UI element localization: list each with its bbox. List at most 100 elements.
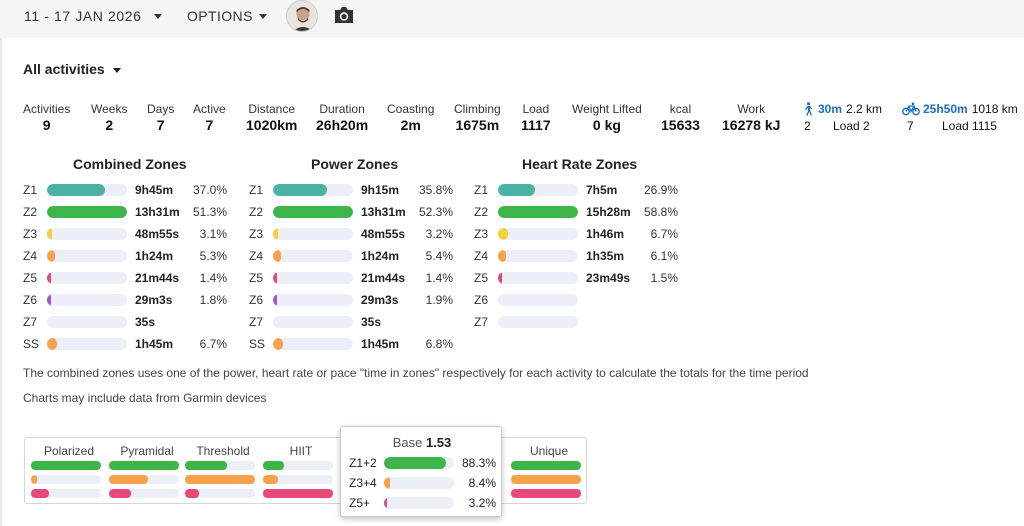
tooltip-score: 1.53 (425, 435, 452, 450)
zone-row: Z2 13h31m 51.3% (23, 203, 233, 221)
tooltip-row-bar-fill (384, 477, 390, 489)
sport-summary-ride[interactable]: 25h50m 1018 km 7 Load 1115 (902, 102, 1018, 133)
zone-time: 15h28m (586, 205, 631, 219)
zone-row: Z2 13h31m 52.3% (249, 203, 459, 221)
zone-percent: 6.7% (199, 337, 227, 351)
zone-percent: 58.8% (643, 205, 678, 219)
zone-bar-fill (273, 184, 327, 196)
stat-distance: Distance 1020km (246, 102, 297, 133)
stat-value: 16278 kJ (722, 117, 781, 133)
distribution-bar (109, 475, 179, 484)
zone-bar (273, 272, 353, 284)
zone-time: 1h45m (135, 337, 174, 351)
distribution-bar (185, 461, 255, 470)
stat-value: 0 kg (592, 117, 621, 133)
sport-count: 7 (907, 119, 914, 133)
zone-row: Z7 35s (249, 313, 459, 331)
avatar[interactable] (286, 0, 318, 32)
distribution-label: Unique (529, 444, 569, 458)
zone-time: 48m55s (135, 227, 180, 241)
zone-bar-fill (273, 250, 281, 262)
distribution-column[interactable]: Unique (511, 438, 587, 503)
zone-bar (498, 250, 578, 262)
zone-bar (273, 316, 353, 328)
zone-percent: 1.4% (425, 271, 453, 285)
stat-activities: Activities 9 (23, 102, 70, 133)
zone-bar (273, 250, 353, 262)
zone-bar-fill (47, 184, 105, 196)
distribution-column[interactable]: Pyramidal (109, 438, 185, 503)
stat-value: 15633 (661, 117, 700, 133)
distribution-column[interactable]: Polarized (31, 438, 107, 503)
zone-label: Z6 (23, 293, 38, 307)
zone-bar-fill (498, 272, 502, 284)
zone-label: Z4 (23, 249, 38, 263)
zone-label: Z1 (474, 183, 489, 197)
distribution-bar (511, 475, 581, 484)
stat-value: 1020km (246, 117, 298, 133)
zone-bar-fill (498, 228, 508, 240)
camera-icon[interactable] (333, 5, 355, 25)
distribution-bar (263, 475, 333, 484)
zone-row: Z6 29m3s 1.9% (249, 291, 459, 309)
zone-percent: 6.8% (425, 337, 453, 351)
sport-duration: 30m (818, 102, 843, 116)
stat-value: 2 (105, 117, 114, 133)
stat-label: Duration (319, 102, 365, 116)
zone-bar (498, 294, 578, 306)
sport-load: Load 1115 (942, 119, 997, 133)
distribution-column[interactable]: Threshold (185, 438, 261, 503)
activity-filter-dropdown[interactable]: All activities (23, 61, 121, 77)
distribution-bar (185, 475, 255, 484)
zone-percent: 1.4% (199, 271, 227, 285)
stat-label: Work (737, 102, 766, 116)
options-menu[interactable]: OPTIONS (187, 8, 267, 24)
sport-distance: 1018 km (971, 102, 1018, 116)
zone-bar-fill (498, 250, 506, 262)
tooltip-row-value: 88.3% (461, 456, 496, 470)
stat-value: 2m (400, 117, 421, 133)
user-avatar-icon (287, 1, 317, 31)
distribution-label: Threshold (196, 444, 250, 458)
stat-value: 9 (42, 117, 51, 133)
distribution-bar (263, 461, 333, 470)
stat-value: 1675m (455, 117, 500, 133)
zone-time: 35s (361, 315, 382, 329)
tooltip-row-label: Z3+4 (349, 476, 377, 490)
zone-time: 23m49s (586, 271, 631, 285)
zone-row: Z6 (474, 291, 684, 309)
zone-bar (273, 228, 353, 240)
tooltip-row-value: 3.2% (468, 496, 496, 510)
date-range-label: 11 - 17 JAN 2026 (24, 8, 142, 24)
stat-label: Distance (248, 102, 296, 116)
zone-percent: 6.7% (650, 227, 678, 241)
zone-bar (498, 206, 578, 218)
zone-row: Z7 (474, 313, 684, 331)
tooltip-row-bar-fill (384, 457, 446, 469)
zone-percent: 1.9% (425, 293, 453, 307)
sport-count: 2 (804, 119, 811, 133)
zone-bar-fill (273, 338, 283, 350)
distribution-label: HIIT (289, 444, 313, 458)
distribution-bar-fill (263, 489, 333, 498)
tooltip-row: Z3+4 8.4% (349, 475, 499, 491)
top-toolbar: 11 - 17 JAN 2026 OPTIONS (0, 0, 1024, 38)
combined-zones-title: Combined Zones (73, 156, 187, 172)
zone-bar (498, 184, 578, 196)
zone-bar (498, 228, 578, 240)
zone-bar (47, 184, 127, 196)
zone-row: Z1 9h15m 35.8% (249, 181, 459, 199)
distribution-bar (511, 461, 581, 470)
zone-time: 13h31m (361, 205, 406, 219)
zone-time: 1h45m (361, 337, 400, 351)
date-range-selector[interactable]: 11 - 17 JAN 2026 (24, 8, 162, 24)
distribution-bar (511, 489, 581, 498)
sport-summary-walk[interactable]: 30m 2.2 km 2 Load 2 (801, 102, 882, 133)
sport-load: Load 2 (833, 119, 870, 133)
zone-bar (273, 206, 353, 218)
zone-row: Z3 1h46m 6.7% (474, 225, 684, 243)
zone-time: 35s (135, 315, 156, 329)
distribution-bar-fill (185, 489, 199, 498)
zone-time: 1h46m (586, 227, 625, 241)
distribution-column[interactable]: HIIT (263, 438, 339, 503)
